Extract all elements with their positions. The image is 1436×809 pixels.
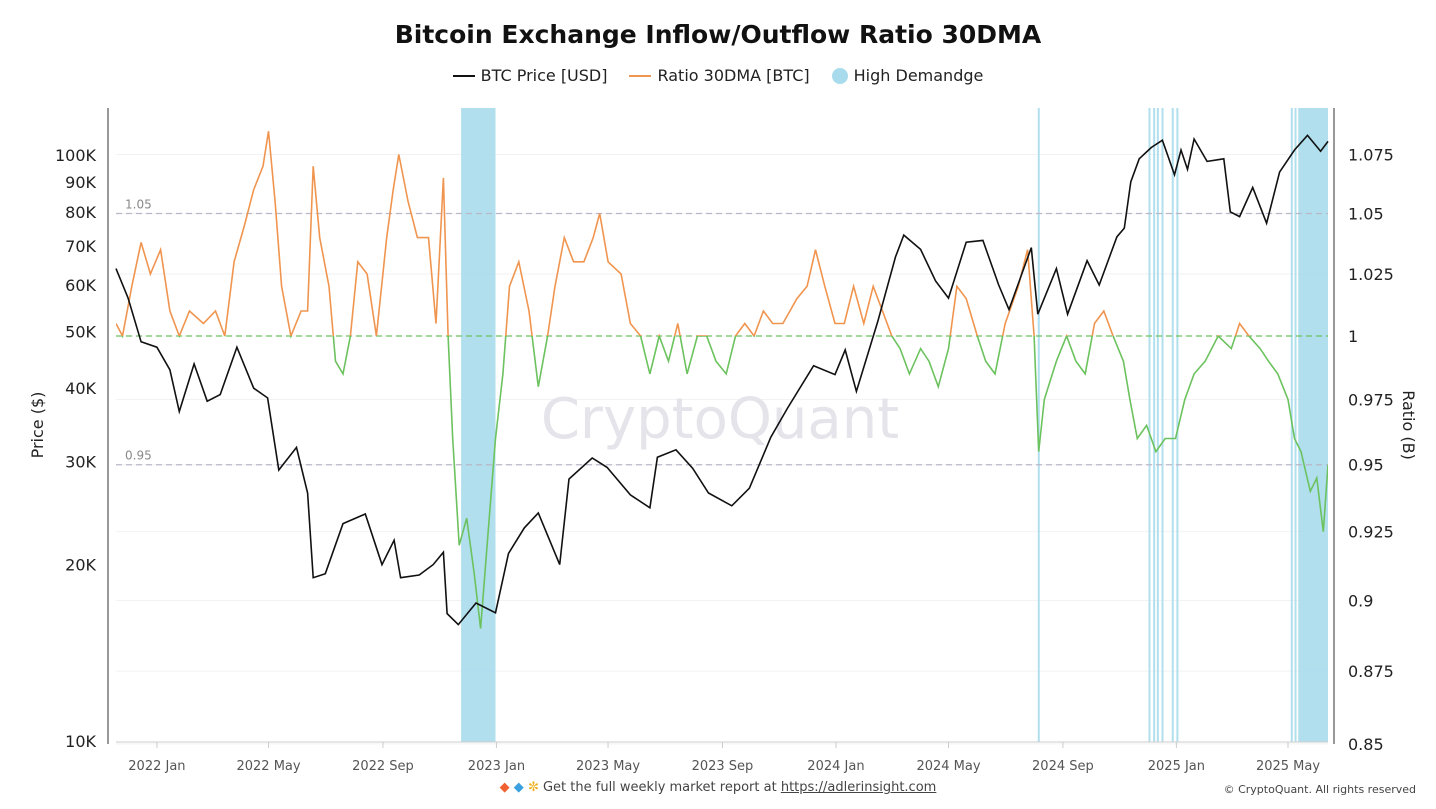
x-tick-label: 2024 Sep (1032, 759, 1094, 774)
high-demand-band (1156, 108, 1159, 742)
y-left-tick-label: 40K (65, 379, 96, 398)
y-right-tick-label: 0.85 (1348, 735, 1384, 754)
chart-title: Bitcoin Exchange Inflow/Outflow Ratio 30… (394, 20, 1042, 49)
y-left-tick-label: 60K (65, 276, 96, 295)
y-right-axis-title: Ratio (B) (1399, 390, 1418, 460)
watermark: CryptoQuant (541, 387, 899, 452)
legend: BTC Price [USD] Ratio 30DMA [BTC] High D… (0, 66, 1436, 85)
x-tick-label: 2022 Sep (352, 759, 414, 774)
ratio-line-above-1 (116, 131, 1250, 336)
y-right-tick-label: 1.025 (1348, 265, 1394, 284)
legend-line-icon (452, 74, 475, 77)
x-tick-label: 2023 Sep (692, 759, 754, 774)
legend-item-high-demand[interactable]: High Demandge (831, 66, 984, 85)
reference-line-label: 0.95 (125, 449, 152, 463)
high-demand-band (1153, 108, 1156, 742)
y-left-tick-label: 30K (65, 452, 96, 471)
high-demand-band (1161, 108, 1164, 742)
y-right-tick-label: 1 (1348, 327, 1358, 346)
legend-line-icon (629, 74, 652, 77)
y-left-tick-label: 50K (65, 322, 96, 341)
x-tick-label: 2023 May (576, 759, 640, 774)
orange-diamond-icon: ◆ (499, 780, 510, 795)
x-tick-label: 2024 Jan (807, 759, 864, 774)
footer-link[interactable]: https://adlerinsight.com (780, 780, 937, 795)
y-left-tick-label: 70K (65, 237, 96, 256)
high-demand-band (1176, 108, 1179, 742)
reference-line-label: 1.05 (125, 198, 152, 212)
high-demand-band (1294, 108, 1297, 742)
y-left-tick-label: 10K (65, 732, 96, 751)
y-left-tick-label: 80K (65, 203, 96, 222)
legend-label: High Demandge (853, 66, 984, 85)
legend-label: Ratio 30DMA [BTC] (657, 66, 810, 85)
x-tick-label: 2025 Jan (1148, 759, 1205, 774)
high-demand-band (1148, 108, 1151, 742)
legend-item-ratio[interactable]: Ratio 30DMA [BTC] (629, 66, 810, 85)
legend-label: BTC Price [USD] (480, 66, 608, 85)
high-demand-band (1171, 108, 1174, 742)
price-line (115, 134, 1329, 626)
y-right-tick-label: 0.975 (1348, 391, 1394, 410)
y-right-tick-label: 1.05 (1348, 205, 1384, 224)
y-left-tick-label: 100K (55, 146, 97, 165)
y-right-tick-label: 0.875 (1348, 662, 1394, 681)
y-left-tick-label: 20K (65, 556, 96, 575)
x-tick-label: 2022 Jan (128, 759, 185, 774)
legend-dot-icon (831, 67, 848, 84)
y-left-tick-label: 90K (65, 173, 96, 192)
copyright: © CryptoQuant. All rights reserved (1223, 783, 1416, 796)
high-demand-band (1037, 108, 1040, 742)
y-right-tick-label: 0.9 (1348, 591, 1373, 610)
y-right-tick-label: 0.95 (1348, 456, 1384, 475)
legend-item-price[interactable]: BTC Price [USD] (452, 66, 608, 85)
y-left-axis-title: Price ($) (28, 392, 47, 459)
footer-text: Get the full weekly market report at (542, 780, 777, 795)
high-demand-band (461, 108, 496, 742)
blue-diamond-icon: ◆ (513, 780, 524, 795)
y-right-tick-label: 0.925 (1348, 523, 1394, 542)
footer: ◆ ◆ ✼ Get the full weekly market report … (0, 780, 1436, 795)
raised-hands-icon: ✼ (527, 780, 539, 795)
x-tick-label: 2022 May (236, 759, 300, 774)
x-tick-label: 2025 May (1256, 759, 1320, 774)
x-tick-label: 2024 May (916, 759, 980, 774)
ratio-line-below-1 (121, 336, 1328, 629)
y-right-tick-label: 1.075 (1348, 145, 1394, 164)
high-demand-band (1298, 108, 1328, 742)
x-tick-label: 2023 Jan (468, 759, 525, 774)
